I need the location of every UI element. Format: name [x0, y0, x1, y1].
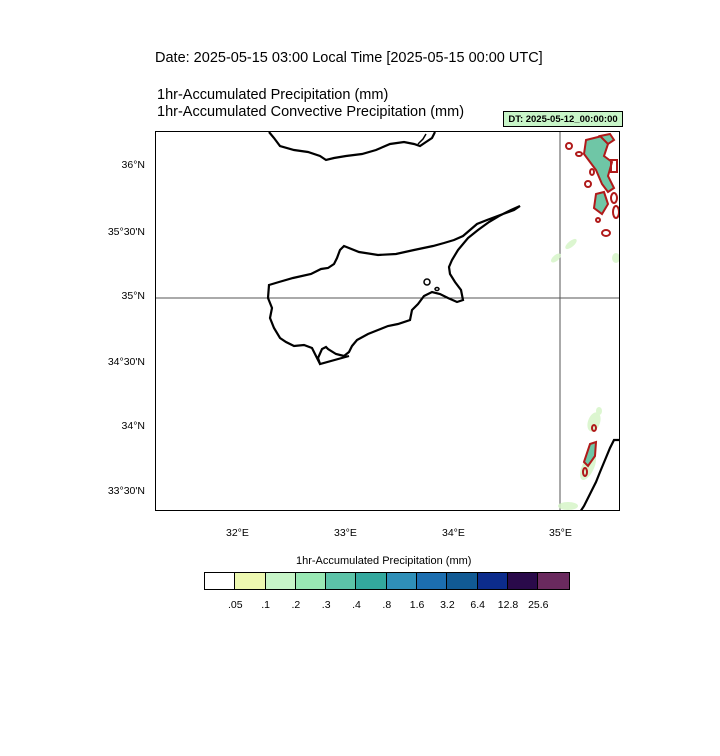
colorbar-swatch — [235, 573, 266, 589]
colorbar-tick-label: 12.8 — [497, 599, 519, 611]
lat-label-33-30n: 33°30'N — [107, 485, 145, 497]
colorbar-tick-label: .8 — [382, 599, 392, 611]
colorbar-swatch — [356, 573, 387, 589]
lat-label-34n: 34°N — [121, 420, 145, 432]
lat-label-35n: 35°N — [121, 290, 145, 302]
colorbar-tick-label: .2 — [291, 599, 301, 611]
map-canvas — [156, 132, 619, 510]
light-precipitation-patches — [551, 238, 619, 510]
colorbar-tick-label: .4 — [352, 599, 361, 611]
colorbar-tick-label: .05 — [227, 599, 243, 611]
title-precipitation: 1hr-Accumulated Precipitation (mm) — [157, 87, 389, 103]
colorbar-tick-label: 6.4 — [470, 599, 485, 611]
lon-label-35e: 35°E — [549, 527, 572, 539]
islet-2 — [434, 286, 440, 292]
date-line: Date: 2025-05-15 03:00 Local Time [2025-… — [155, 50, 543, 66]
colorbar-swatch — [507, 573, 539, 589]
colorbar-tick-label: 1.6 — [409, 599, 425, 611]
turkey-coast-detail — [417, 133, 427, 145]
colorbar-tick-label: .3 — [321, 599, 331, 611]
lat-label-36n: 36°N — [121, 159, 145, 171]
colorbar-swatch — [265, 573, 296, 589]
colorbar-swatch — [295, 573, 327, 589]
lat-label-35-30n: 35°30'N — [107, 226, 145, 238]
map-frame — [155, 131, 620, 511]
lon-label-32e: 32°E — [226, 527, 249, 539]
colorbar-title: 1hr-Accumulated Precipitation (mm) — [296, 555, 472, 567]
colorbar-tick-label: .1 — [261, 599, 270, 611]
turkey-coastline — [268, 132, 436, 162]
cyprus-coastline — [266, 204, 521, 366]
convective-contours-south — [582, 424, 598, 477]
convective-contours-north — [565, 132, 619, 237]
colorbar-swatch — [447, 573, 478, 589]
colorbar-swatch — [326, 573, 357, 589]
colorbar-swatch — [205, 573, 236, 589]
colorbar-tick-label: 25.6 — [528, 599, 549, 611]
lat-label-34-30n: 34°30'N — [107, 356, 145, 368]
levant-coastline — [580, 438, 619, 510]
colorbar-swatch — [386, 573, 418, 589]
title-convective-precipitation: 1hr-Accumulated Convective Precipitation… — [157, 104, 465, 120]
colorbar-swatch — [417, 573, 448, 589]
colorbar-swatch — [538, 573, 569, 589]
islet-1 — [423, 278, 431, 286]
lon-label-33e: 33°E — [334, 527, 357, 539]
lon-label-34e: 34°E — [442, 527, 465, 539]
colorbar-tick-label: 3.2 — [440, 599, 455, 611]
dt-badge: DT: 2025-05-12_00:00:00 — [503, 111, 623, 127]
colorbar-swatch — [477, 573, 508, 589]
colorbar — [204, 572, 570, 590]
